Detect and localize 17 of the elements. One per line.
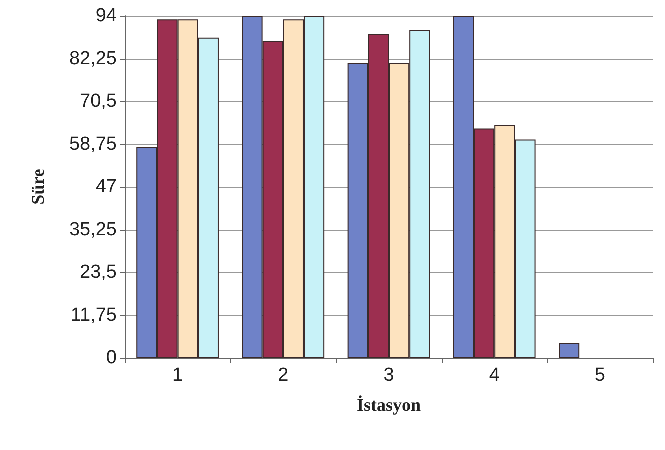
y-tick-label: 35,25 [69,219,117,240]
y-tick-label: 82,25 [69,48,117,70]
y-tick-label: 23,5 [80,262,117,283]
x-tick-label: 1 [172,365,184,386]
x-axis-title: İstasyon [356,395,422,415]
x-tick-label: 5 [594,365,606,386]
x-tick-label: 2 [278,365,289,386]
y-tick-label: 0 [106,348,117,368]
y-tick-label: 47 [96,176,117,198]
y-tick-label: 70,5 [80,91,117,112]
y-axis-title: Süre [28,169,48,205]
y-tick-label: 58,75 [69,134,117,155]
x-tick-label: 3 [384,365,394,386]
y-tick-label: 94 [96,6,118,26]
x-tick-label: 4 [489,365,500,386]
y-tick-label: 11,75 [70,304,117,326]
bar [559,343,580,358]
